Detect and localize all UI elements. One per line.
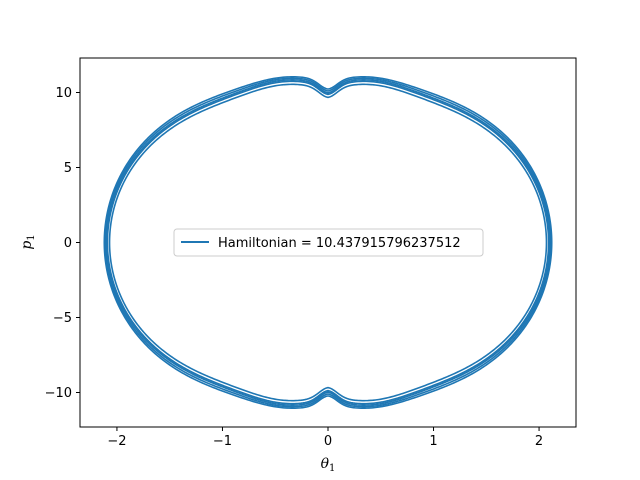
x-tick-label: −1 — [213, 434, 232, 449]
legend-box — [173, 228, 484, 257]
x-tick-label: 2 — [535, 434, 543, 449]
y-axis-label-base: p — [19, 241, 35, 250]
y-axis-label: p1 — [19, 234, 37, 249]
x-tick-label: −2 — [107, 434, 126, 449]
trajectory-loop — [108, 83, 548, 402]
trajectory-loop — [104, 77, 552, 408]
trajectory-loop — [103, 76, 553, 409]
y-ticks: −10 −5 0 5 10 — [45, 86, 80, 401]
y-tick-label: 0 — [64, 236, 72, 251]
x-axis-label: θ1 — [321, 456, 336, 474]
x-tick-label: 0 — [324, 434, 332, 449]
y-tick-label: −5 — [53, 311, 72, 326]
y-tick-label: 10 — [55, 86, 72, 101]
trajectory-group — [103, 76, 553, 409]
y-tick-label: −10 — [45, 386, 72, 401]
legend: Hamiltonian = 10.437915796237512 — [173, 228, 484, 257]
trajectory-loop — [106, 80, 550, 405]
legend-label: Hamiltonian = 10.437915796237512 — [218, 236, 461, 251]
y-axis-label-sub: 1 — [26, 234, 37, 240]
x-axis-label-sub: 1 — [329, 463, 335, 474]
x-tick-label: 1 — [429, 434, 437, 449]
trajectory-loop — [105, 79, 551, 406]
x-axis-label-base: θ — [321, 456, 330, 472]
y-tick-label: 5 — [64, 161, 72, 176]
x-ticks: −2 −1 0 1 2 — [107, 427, 543, 449]
